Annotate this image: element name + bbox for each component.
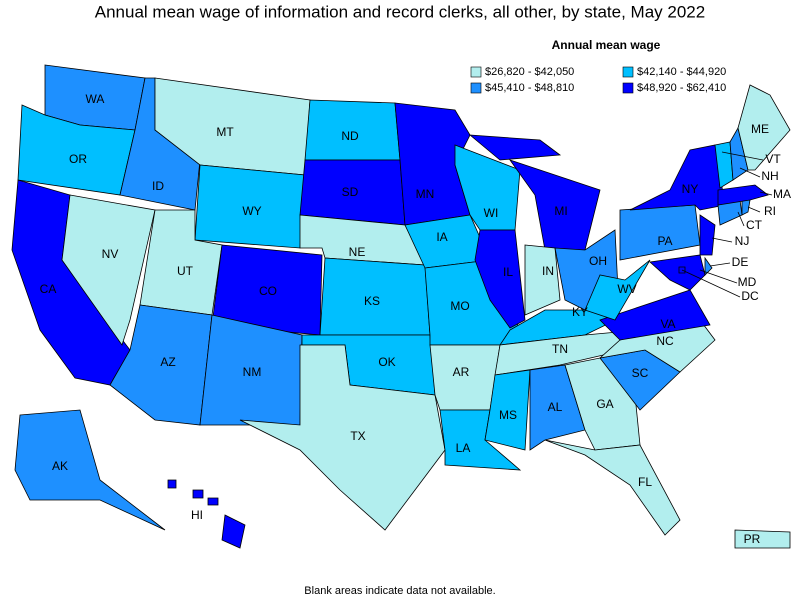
state-label: SD <box>342 185 359 199</box>
legend-label: $48,920 - $62,410 <box>637 82 726 94</box>
state-label: WA <box>86 92 105 106</box>
legend-label: $42,140 - $44,920 <box>637 66 726 78</box>
leader-line <box>709 262 731 267</box>
state-label: MD <box>738 275 757 289</box>
state-label: WI <box>484 206 499 220</box>
leader-line <box>739 167 761 178</box>
leader-line <box>681 269 741 298</box>
state-label: FL <box>638 475 652 489</box>
state-label: PA <box>657 234 672 248</box>
state-label: UT <box>177 264 194 278</box>
state-label: NE <box>349 245 366 259</box>
state-label: MO <box>450 299 469 313</box>
state <box>239 344 446 531</box>
state-label: ND <box>341 129 359 143</box>
state <box>524 244 561 316</box>
state-label: WY <box>242 204 261 218</box>
state <box>737 84 791 171</box>
legend-swatch <box>622 82 634 94</box>
state-label: CA <box>40 282 57 296</box>
state-labels: WA OR CA NV ID MT WY UT CO AZ NM ND SD NE KS OK TX MN IA MO… <box>40 92 791 546</box>
state-label: ME <box>751 122 769 136</box>
state-label: IL <box>503 265 513 279</box>
footnote: Blank areas indicate data not available. <box>304 585 495 597</box>
state-label: NY <box>682 182 699 196</box>
state-label: DC <box>741 289 759 303</box>
state-label: AR <box>453 365 470 379</box>
state-label: WV <box>617 282 636 296</box>
state <box>584 259 651 321</box>
state-label: NM <box>243 365 262 379</box>
state <box>468 134 562 161</box>
state <box>474 229 526 329</box>
state-label: VT <box>765 152 781 166</box>
state-label: AZ <box>160 355 175 369</box>
state <box>484 369 531 451</box>
state-label: GA <box>596 397 613 411</box>
legend-swatch <box>470 66 482 78</box>
state-label: NH <box>761 169 778 183</box>
state-label: KY <box>572 305 588 319</box>
state <box>207 497 219 506</box>
state-label: VA <box>660 317 675 331</box>
state <box>619 204 701 261</box>
state <box>699 214 716 256</box>
state <box>14 409 166 531</box>
state-label: IN <box>542 264 554 278</box>
state-label: IA <box>436 230 447 244</box>
legend-swatch <box>622 66 634 78</box>
state <box>192 489 204 499</box>
state-label: PR <box>744 532 761 546</box>
legend-swatch <box>470 82 482 94</box>
legend-title: Annual mean wage <box>552 38 661 52</box>
state-label: CT <box>746 218 763 232</box>
state-label: CO <box>259 284 277 298</box>
leader-line <box>747 206 761 213</box>
state-label: MT <box>216 125 234 139</box>
map-title: Annual mean wage of information and reco… <box>95 2 705 21</box>
state-label: AK <box>52 459 68 473</box>
state-label: TX <box>350 429 365 443</box>
state-label: MN <box>416 187 435 201</box>
state-label: MA <box>773 187 791 201</box>
legend-label: $26,820 - $42,050 <box>485 66 574 78</box>
state <box>629 144 726 211</box>
legend: $26,820 - $42,050 $42,140 - $44,920 $45,41… <box>470 66 726 94</box>
state-label: KS <box>364 294 380 308</box>
state <box>599 289 711 341</box>
state-label: OK <box>378 355 395 369</box>
state <box>544 439 681 536</box>
state-label: RI <box>764 204 776 218</box>
state <box>704 256 713 276</box>
leader-line <box>737 211 745 227</box>
state-label: OR <box>69 152 87 166</box>
state <box>61 194 156 346</box>
state-label: SC <box>632 366 649 380</box>
state-label: NJ <box>735 234 750 248</box>
state <box>167 479 177 489</box>
states <box>11 64 791 549</box>
state-label: AL <box>548 400 563 414</box>
state-label: DE <box>732 255 749 269</box>
leader-line <box>721 151 764 161</box>
state-label: NV <box>102 247 119 261</box>
state-label: OH <box>589 254 607 268</box>
legend-label: $45,410 - $48,810 <box>485 82 574 94</box>
state <box>221 514 246 549</box>
state <box>734 529 791 549</box>
state-label: MI <box>554 204 567 218</box>
state-label: ID <box>152 179 164 193</box>
state <box>717 184 769 206</box>
leader-line <box>711 237 733 243</box>
leader-line <box>759 191 773 196</box>
state <box>649 254 706 291</box>
state-label: MS <box>499 408 517 422</box>
state-label: HI <box>191 508 203 522</box>
state-label: TN <box>552 342 568 356</box>
state-label: LA <box>456 441 471 455</box>
leader-line <box>699 269 738 284</box>
state-label: NC <box>656 334 674 348</box>
